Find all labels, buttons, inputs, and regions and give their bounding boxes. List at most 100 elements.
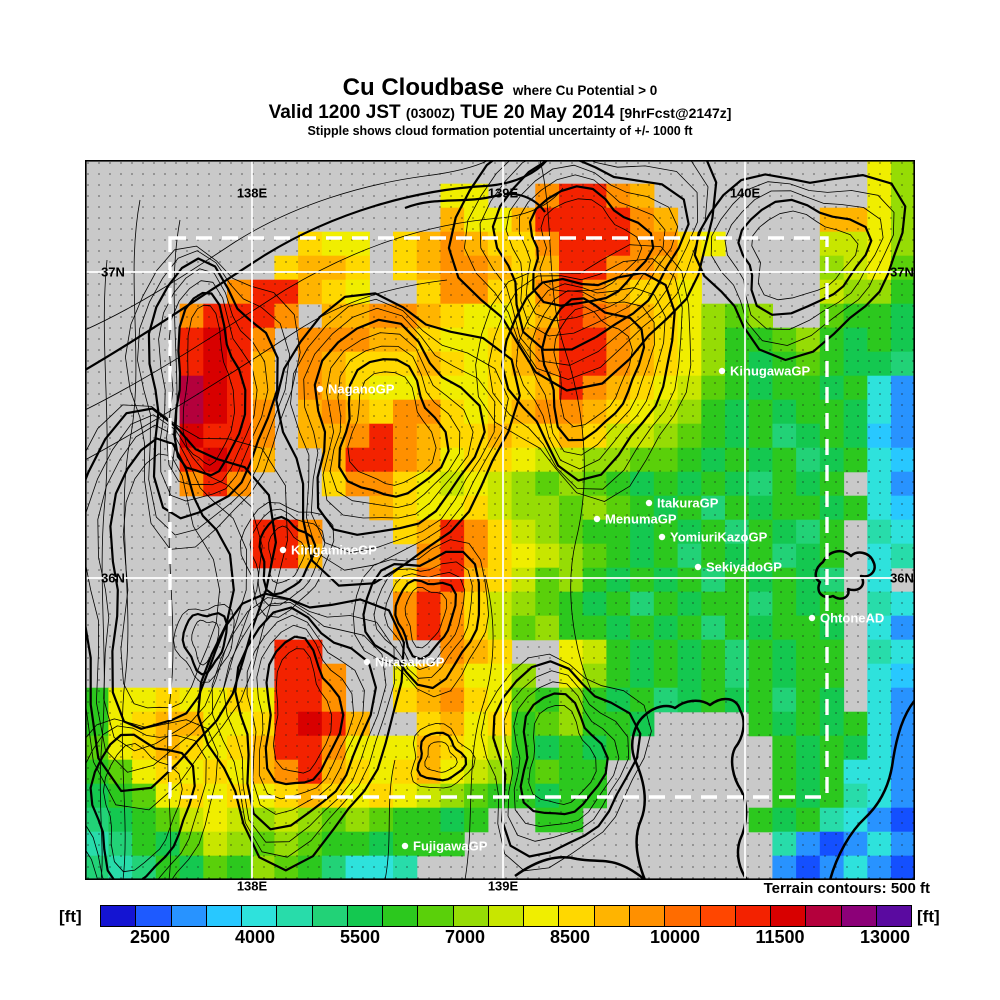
contour-line <box>239 502 335 618</box>
contour-line <box>352 539 489 698</box>
contour-line <box>737 198 873 316</box>
colorbar-segment <box>805 906 841 926</box>
colorbar-segment <box>205 906 242 926</box>
contour-line <box>191 619 220 666</box>
contour-line <box>85 160 490 331</box>
contour-line <box>85 718 219 880</box>
contour-line <box>464 574 494 880</box>
contour-line <box>120 453 220 709</box>
colorbar-segment <box>487 906 524 926</box>
site-dot-icon <box>401 842 409 850</box>
contour-line <box>362 550 481 690</box>
colorbar-segment <box>135 906 171 926</box>
contour-line <box>290 298 509 571</box>
contour-line <box>394 578 457 661</box>
colorbar <box>100 905 912 927</box>
lat-label-left: 37N <box>101 264 125 280</box>
colorbar-tick-label: 10000 <box>649 927 701 947</box>
site-label: KinugawaGP <box>730 364 811 379</box>
valid-utc: (0300Z) <box>405 104 455 121</box>
contour-line <box>211 597 395 858</box>
contour-line <box>410 723 476 789</box>
contour-line <box>125 245 301 550</box>
contour-line <box>85 407 277 793</box>
contour-line <box>475 244 692 502</box>
coastline <box>814 549 876 600</box>
site-label: MenumaGP <box>605 512 677 527</box>
valid-time: Valid 1200 JST <box>268 101 401 123</box>
terrain-contours <box>85 160 907 880</box>
contour-line <box>273 648 333 774</box>
colorbar-tick-label: 13000 <box>859 927 911 947</box>
contour-line <box>384 759 396 880</box>
contour-line <box>147 257 279 520</box>
site-dot-icon <box>658 533 666 541</box>
contour-line <box>539 198 643 292</box>
site-dot-icon <box>593 515 601 523</box>
contour-line <box>99 259 108 880</box>
site-label: YomiuriKazoGP <box>670 530 768 545</box>
contour-line <box>519 692 609 816</box>
title-block: Cu Cloudbase where Cu Potential > 0 Vali… <box>0 74 1000 139</box>
contour-line <box>751 210 859 301</box>
contour-line <box>540 297 646 442</box>
lon-label-top: 139E <box>487 185 519 201</box>
contour-line <box>313 318 486 536</box>
contour-line <box>416 731 468 782</box>
lon-label-bottom: 138E <box>236 878 268 894</box>
contour-line <box>503 670 630 842</box>
map-border <box>85 160 915 880</box>
colorbar-segment <box>382 906 418 926</box>
contour-line <box>513 681 620 827</box>
valid-line: Valid 1200 JST (0300Z) TUE 20 May 2014 [… <box>0 102 1000 124</box>
contour-line <box>464 160 709 380</box>
valid-date: TUE 20 May 2014 <box>460 101 615 123</box>
site-label: FujigawaGP <box>413 839 488 854</box>
contour-line <box>338 358 450 498</box>
contour-line <box>256 624 355 800</box>
contour-line <box>182 304 235 466</box>
coastlines <box>514 549 915 880</box>
contour-line <box>264 635 345 786</box>
colorbar-segment <box>770 906 806 926</box>
colorbar-segment <box>311 906 347 926</box>
colorbar-segment <box>276 906 312 926</box>
forecast-tag: [9hrFcst@2147z] <box>619 104 732 121</box>
colorbar-segment <box>523 906 559 926</box>
site-label: NaganoGP <box>328 382 395 397</box>
title-qualifier: where Cu Potential > 0 <box>512 83 658 98</box>
page-title: Cu Cloudbase <box>342 74 505 101</box>
contour-line <box>447 160 718 392</box>
contour-line <box>166 280 258 486</box>
contour-line <box>479 160 698 366</box>
contour-line <box>234 606 377 831</box>
contour-line <box>197 592 405 872</box>
lon-label-top: 138E <box>236 185 268 201</box>
contour-line <box>173 291 247 477</box>
colorbar-segment <box>628 906 665 926</box>
colorbar-tick-label: 8500 <box>549 927 591 947</box>
site-dot-icon <box>694 563 702 571</box>
contour-line <box>85 160 548 371</box>
colorbar-segment <box>417 906 453 926</box>
colorbar-segment <box>734 906 771 926</box>
site-dot-icon <box>363 658 371 666</box>
contour-line <box>329 345 461 508</box>
site-dot-icon <box>316 385 324 393</box>
domain-boundary-dashed <box>168 236 829 799</box>
contour-line <box>424 741 458 773</box>
contour-line <box>724 190 884 330</box>
contour-line <box>223 602 387 843</box>
colorbar-unit-right: [ft] <box>917 907 940 926</box>
site-dot-icon <box>645 499 653 507</box>
contour-line <box>173 603 235 683</box>
colorbar-unit-left: [ft] <box>59 907 82 926</box>
title-line: Cu Cloudbase where Cu Potential > 0 <box>0 74 1000 102</box>
lon-label-top: 140E <box>729 185 761 201</box>
coastline <box>514 856 646 880</box>
lat-label-right: 36N <box>890 570 914 586</box>
contour-line <box>501 271 676 482</box>
contour-line <box>97 424 247 752</box>
